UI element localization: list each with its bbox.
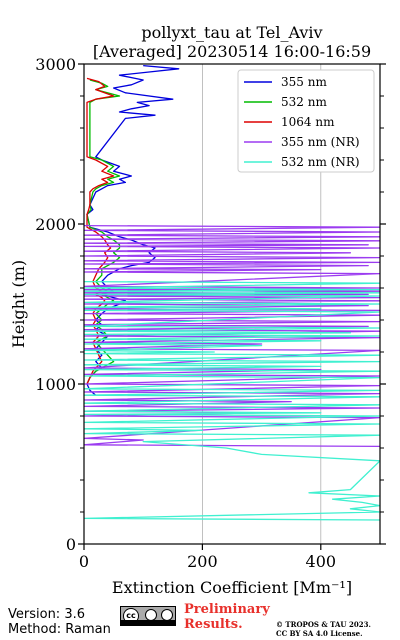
chart-subtitle: [Averaged] 20230514 16:00-16:59 — [93, 42, 371, 61]
legend-label-0: 355 nm — [281, 75, 327, 89]
method-label: Method: Raman — [8, 622, 111, 637]
chart-title: pollyxt_tau at Tel_Aviv — [141, 23, 322, 42]
extinction-chart: pollyxt_tau at Tel_Aviv [Averaged] 20230… — [9, 23, 386, 597]
y-axis-label: Height (m) — [9, 260, 28, 348]
preliminary-line-1: Preliminary — [184, 602, 270, 617]
copyright-line-2: CC BY SA 4.0 License. — [276, 629, 363, 638]
x-tick-label-1: 200 — [187, 552, 218, 571]
y-tick-label-3: 3000 — [35, 55, 76, 74]
y-tick-label-1: 1000 — [35, 375, 76, 394]
plot-frame — [83, 63, 381, 545]
y-tick-label-2: 2000 — [35, 215, 76, 234]
axis-ticks: 0 200 400 0 1000 2000 3000 — [35, 55, 386, 571]
copyright-line-1: © TROPOS & TAU 2023. — [276, 620, 371, 629]
y-tick-label-0: 0 — [66, 535, 76, 554]
series-line-355-nm-nr- — [84, 224, 380, 448]
version-label: Version: 3.6 — [8, 607, 85, 622]
series-line-532-nm-nr- — [84, 280, 380, 521]
cc-license-badge: cc — [120, 606, 176, 626]
legend-label-3: 355 nm (NR) — [281, 135, 360, 149]
series-layer — [84, 64, 380, 521]
x-axis-label: Extinction Coefficient [Mm⁻¹] — [112, 578, 352, 597]
legend-label-2: 1064 nm — [281, 115, 335, 129]
legend: 355 nm 532 nm 1064 nm 355 nm (NR) 532 nm (NR… — [237, 69, 375, 173]
preliminary-line-2: Results. — [184, 617, 243, 632]
legend-label-1: 532 nm — [281, 95, 327, 109]
x-tick-label-0: 0 — [79, 552, 89, 571]
x-tick-label-2: 400 — [306, 552, 337, 571]
preliminary-results-note: Preliminary Results. — [184, 602, 270, 632]
copyright-note: © TROPOS & TAU 2023. CC BY SA 4.0 Licens… — [276, 620, 371, 638]
legend-label-4: 532 nm (NR) — [281, 155, 360, 169]
